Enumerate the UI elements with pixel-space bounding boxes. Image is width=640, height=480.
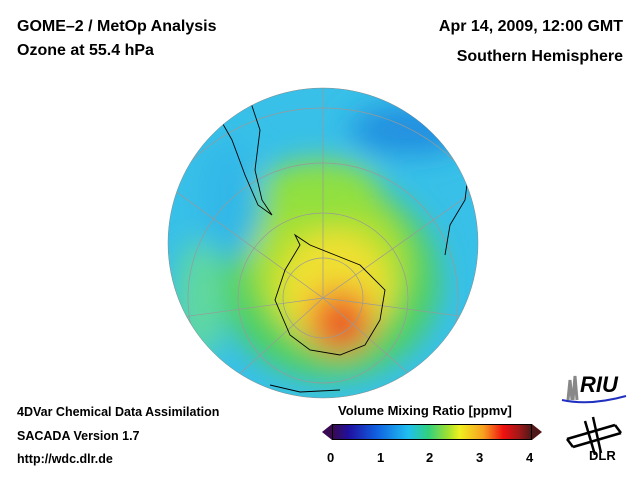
colorbar: [332, 424, 532, 440]
colorbar-max-arrow: [532, 424, 542, 440]
colorbar-tick: 3: [476, 450, 484, 465]
dlr-logo-text: DLR: [589, 448, 616, 463]
colorbar-tick: 1: [377, 450, 385, 465]
riu-logo-text: RIU: [580, 372, 618, 397]
title-left: GOME–2 / MetOp Analysis: [17, 18, 217, 35]
footer-line-2: SACADA Version 1.7: [17, 429, 140, 443]
riu-logo: RIU: [560, 372, 630, 404]
colorbar-min-arrow: [322, 424, 332, 440]
dlr-logo: DLR: [565, 415, 625, 465]
footer-line-1: 4DVar Chemical Data Assimilation: [17, 405, 220, 419]
colorbar-tick: 0: [327, 450, 335, 465]
dlr-emblem-icon: [566, 416, 622, 455]
subtitle-left: Ozone at 55.4 hPa: [17, 42, 154, 59]
colorbar-tick: 4: [526, 450, 534, 465]
colorbar-title: Volume Mixing Ratio [ppmv]: [338, 403, 512, 418]
subtitle-right: Southern Hemisphere: [456, 48, 623, 65]
title-right: Apr 14, 2009, 12:00 GMT: [438, 18, 623, 35]
colorbar-tick: 2: [426, 450, 434, 465]
footer-link[interactable]: http://wdc.dlr.de: [17, 452, 113, 466]
